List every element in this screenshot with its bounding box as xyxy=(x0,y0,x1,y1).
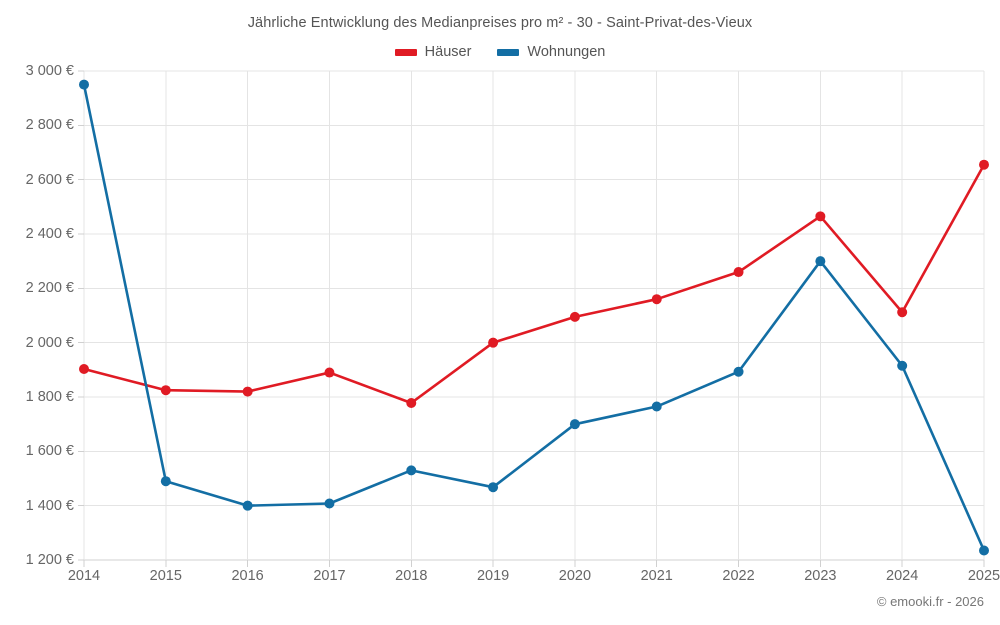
y-axis-tick-label: 3 000 € xyxy=(25,63,74,79)
data-point[interactable] xyxy=(979,159,989,170)
data-point[interactable] xyxy=(406,397,417,408)
x-axis-tick-label: 2020 xyxy=(558,568,592,584)
x-axis-tick-label: 2016 xyxy=(231,568,264,584)
series-line-wohnungen xyxy=(82,83,986,552)
data-point[interactable] xyxy=(79,364,89,375)
data-point[interactable] xyxy=(488,482,499,493)
data-point[interactable] xyxy=(651,294,662,305)
grid-lines xyxy=(84,70,984,561)
x-axis-tick-label: 2015 xyxy=(149,568,182,584)
data-point[interactable] xyxy=(815,211,826,222)
series-line-hauser xyxy=(82,163,986,405)
x-axis-tick-label: 2019 xyxy=(476,568,510,584)
data-point[interactable] xyxy=(160,385,171,396)
data-point[interactable] xyxy=(242,500,253,511)
data-point[interactable] xyxy=(733,366,744,377)
data-point[interactable] xyxy=(324,498,335,509)
x-axis-tick-label: 2025 xyxy=(967,568,1000,584)
y-axis-tick-label: 1 200 € xyxy=(25,552,74,568)
data-point[interactable] xyxy=(979,545,989,556)
y-axis-tick-label: 2 600 € xyxy=(25,171,74,188)
data-point[interactable] xyxy=(569,419,580,430)
y-axis-tick-label: 2 800 € xyxy=(25,117,74,134)
legend-item-wohnungen[interactable]: Wohnungen xyxy=(497,44,605,60)
footer-credit: © emooki.fr - 2026 xyxy=(876,594,984,609)
x-axis-tick-label: 2014 xyxy=(67,568,101,584)
x-axis-tick-label: 2024 xyxy=(886,568,919,584)
y-axis-tick-label: 2 200 € xyxy=(25,280,74,297)
x-axis-tick-label: 2021 xyxy=(640,568,673,584)
y-axis-tick-label: 2 000 € xyxy=(25,334,74,351)
legend-swatch-wohnungen xyxy=(497,48,520,56)
chart-legend: Häuser Wohnungen xyxy=(0,44,1000,60)
y-axis-tick-label: 2 400 € xyxy=(25,226,74,242)
x-axis-tick-label: 2017 xyxy=(313,568,346,584)
data-point[interactable] xyxy=(488,337,499,348)
y-axis-tick-label: 1 800 € xyxy=(25,389,74,405)
data-point[interactable] xyxy=(897,360,908,371)
data-point[interactable] xyxy=(733,267,744,278)
axis-lines xyxy=(78,70,985,567)
data-point[interactable] xyxy=(406,465,417,476)
data-point[interactable] xyxy=(79,79,89,90)
chart-title: Jährliche Entwicklung des Medianpreises … xyxy=(247,15,753,31)
legend-swatch-hauser xyxy=(394,48,417,56)
plot-svg xyxy=(78,70,989,567)
plot-area xyxy=(78,70,989,567)
data-point[interactable] xyxy=(815,256,826,267)
data-point[interactable] xyxy=(324,367,335,378)
x-axis-tick-label: 2023 xyxy=(804,568,837,584)
x-axis-tick-label: 2022 xyxy=(722,568,755,584)
x-grid-lines xyxy=(83,71,985,560)
data-point[interactable] xyxy=(160,476,171,487)
legend-item-hauser[interactable]: Häuser xyxy=(394,44,472,60)
legend-label-hauser: Häuser xyxy=(424,44,472,60)
data-point[interactable] xyxy=(569,311,580,322)
y-axis-tick-label: 1 400 € xyxy=(25,497,74,514)
y-axis-tick-label: 1 600 € xyxy=(25,443,74,460)
data-point[interactable] xyxy=(897,307,908,318)
data-series xyxy=(79,79,989,556)
data-point[interactable] xyxy=(242,386,253,397)
legend-label-wohnungen: Wohnungen xyxy=(527,44,606,60)
data-point[interactable] xyxy=(651,401,662,412)
x-axis-tick-label: 2018 xyxy=(395,568,428,584)
